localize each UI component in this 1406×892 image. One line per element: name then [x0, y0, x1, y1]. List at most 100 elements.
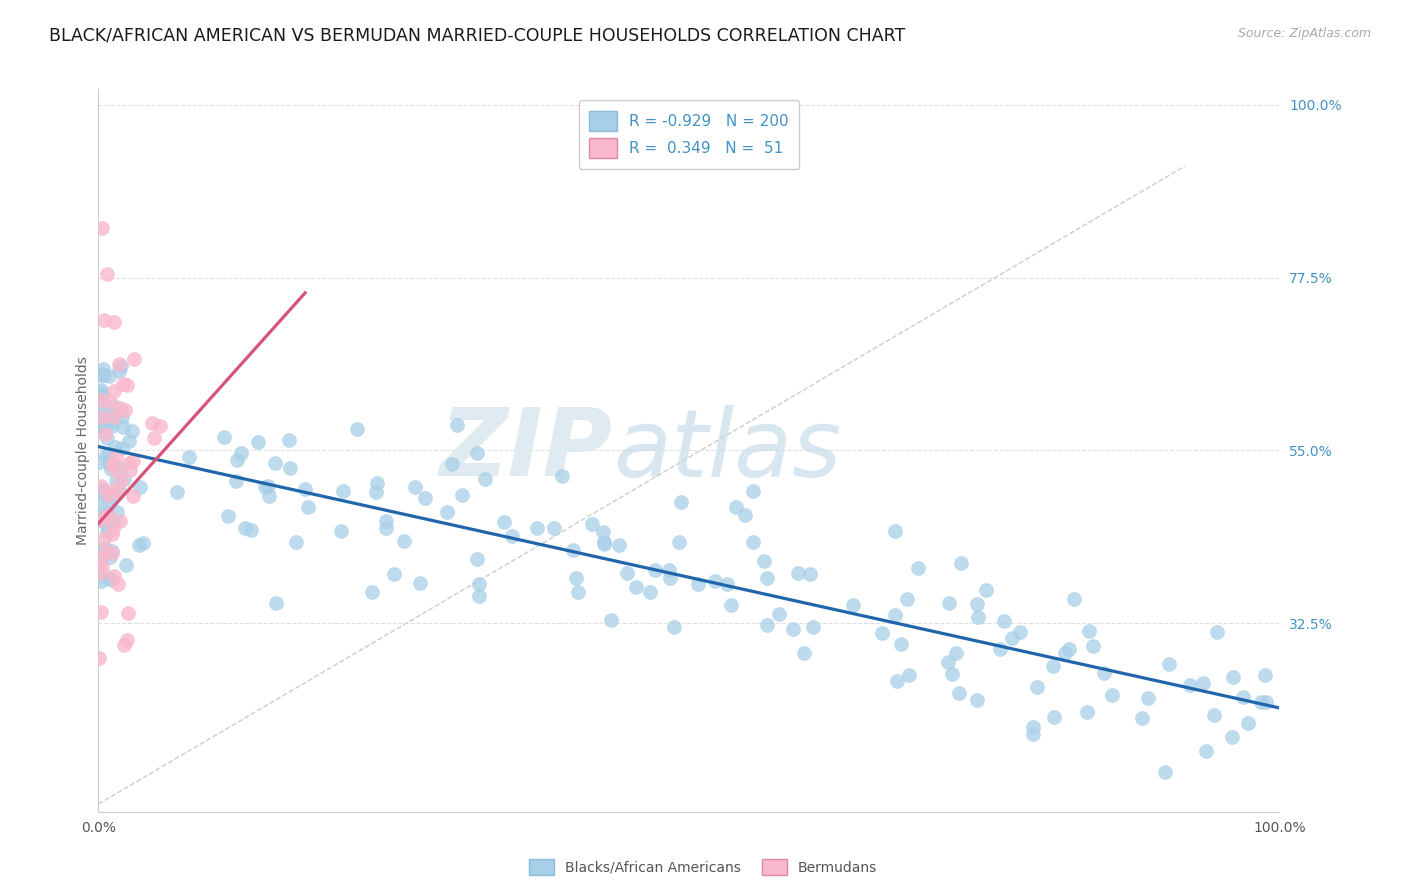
Point: [149, 418, 172, 433]
Point: [115, 378, 138, 392]
Point: [93, 426, 115, 441]
Point: [787, 566, 810, 580]
Point: [1253, 668, 1275, 682]
Point: [122, 489, 145, 503]
Point: [945, 646, 967, 660]
Point: [101, 527, 124, 541]
Point: [842, 598, 865, 612]
Point: [212, 429, 235, 443]
Point: [264, 456, 287, 470]
Point: [89, 491, 111, 506]
Point: [103, 315, 125, 329]
Point: [253, 480, 276, 494]
Point: [599, 613, 621, 627]
Point: [105, 505, 128, 519]
Point: [89, 566, 111, 580]
Point: [993, 615, 1015, 629]
Point: [94, 448, 117, 462]
Point: [166, 485, 188, 500]
Point: [884, 608, 907, 623]
Point: [404, 479, 426, 493]
Point: [103, 399, 125, 413]
Point: [225, 474, 247, 488]
Point: [90, 367, 112, 381]
Point: [101, 490, 124, 504]
Point: [768, 607, 790, 622]
Point: [97, 368, 120, 383]
Point: [1022, 727, 1045, 741]
Point: [90, 606, 112, 620]
Point: [93, 401, 115, 416]
Point: [97, 508, 120, 522]
Point: [592, 537, 614, 551]
Point: [451, 488, 474, 502]
Point: [1057, 641, 1080, 656]
Point: [936, 655, 959, 669]
Point: [107, 483, 129, 497]
Point: [90, 392, 112, 406]
Legend: Blacks/African Americans, Bermudans: Blacks/African Americans, Bermudans: [523, 854, 883, 880]
Point: [91, 559, 114, 574]
Point: [108, 401, 131, 415]
Point: [90, 479, 112, 493]
Point: [565, 571, 588, 585]
Point: [96, 488, 118, 502]
Point: [468, 589, 491, 603]
Point: [592, 524, 614, 539]
Point: [1157, 657, 1180, 672]
Y-axis label: Married-couple Households: Married-couple Households: [76, 356, 90, 545]
Point: [799, 566, 821, 581]
Point: [90, 383, 112, 397]
Point: [392, 534, 415, 549]
Point: [1022, 720, 1045, 734]
Point: [100, 462, 122, 476]
Point: [101, 484, 124, 499]
Point: [94, 505, 117, 519]
Text: atlas: atlas: [613, 405, 842, 496]
Point: [1042, 659, 1064, 673]
Point: [101, 522, 124, 536]
Point: [658, 563, 681, 577]
Point: [1054, 646, 1077, 660]
Point: [1237, 716, 1260, 731]
Point: [90, 553, 112, 567]
Point: [1222, 731, 1244, 745]
Point: [231, 446, 253, 460]
Point: [526, 521, 548, 535]
Point: [103, 515, 125, 529]
Point: [1010, 624, 1032, 639]
Point: [225, 453, 247, 467]
Point: [551, 469, 574, 483]
Point: [616, 566, 638, 581]
Point: [110, 514, 132, 528]
Point: [97, 493, 120, 508]
Point: [104, 409, 127, 423]
Point: [278, 461, 301, 475]
Point: [97, 521, 120, 535]
Point: [90, 574, 112, 588]
Point: [474, 472, 496, 486]
Point: [107, 576, 129, 591]
Point: [121, 424, 143, 438]
Point: [90, 409, 112, 424]
Text: Source: ZipAtlas.com: Source: ZipAtlas.com: [1237, 27, 1371, 40]
Point: [91, 362, 114, 376]
Text: BLACK/AFRICAN AMERICAN VS BERMUDAN MARRIED-COUPLE HOUSEHOLDS CORRELATION CHART: BLACK/AFRICAN AMERICAN VS BERMUDAN MARRI…: [49, 27, 905, 45]
Point: [668, 534, 690, 549]
Point: [562, 542, 585, 557]
Point: [87, 567, 110, 582]
Point: [467, 446, 489, 460]
Point: [664, 620, 686, 634]
Point: [91, 515, 114, 529]
Point: [907, 561, 929, 575]
Point: [89, 407, 111, 421]
Point: [108, 364, 131, 378]
Point: [89, 455, 111, 469]
Point: [294, 482, 316, 496]
Point: [285, 535, 308, 549]
Point: [96, 267, 118, 281]
Point: [436, 505, 458, 519]
Point: [105, 483, 128, 498]
Point: [120, 463, 142, 477]
Point: [890, 637, 912, 651]
